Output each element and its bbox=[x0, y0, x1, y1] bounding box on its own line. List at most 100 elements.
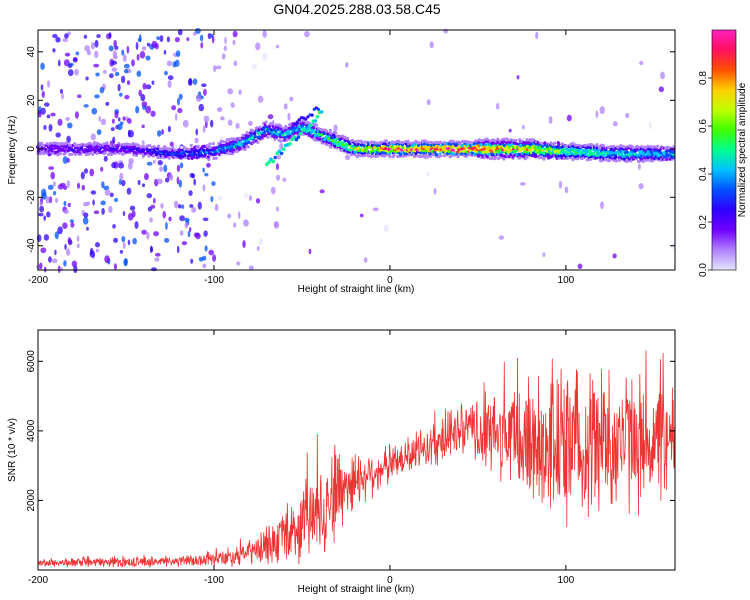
spectrogram-ytick-label-2: 0 bbox=[26, 146, 37, 152]
heatmap-cell-477 bbox=[38, 152, 42, 156]
heatmap-cell-243 bbox=[274, 221, 278, 228]
heatmap-cell-448 bbox=[63, 209, 69, 215]
heatmap-cell-219 bbox=[206, 162, 211, 168]
snr-ticks: -200 -100 0 100 2000 4000 6000 bbox=[26, 330, 675, 586]
heatmap-cell-439 bbox=[189, 172, 195, 178]
heatmap-cell-491 bbox=[41, 143, 46, 148]
heatmap-cell-2401 bbox=[649, 148, 653, 152]
heatmap-cell-280 bbox=[121, 235, 126, 243]
heatmap-cell-287 bbox=[212, 65, 217, 73]
heatmap-cell-273 bbox=[113, 39, 117, 48]
heatmap-cell-958 bbox=[231, 152, 235, 156]
heatmap-cell-641 bbox=[105, 141, 109, 145]
heatmap-cell-2234 bbox=[597, 145, 602, 150]
heatmap-cell-2323 bbox=[625, 150, 629, 154]
heatmap-cell-67 bbox=[127, 162, 133, 170]
heatmap-cell-2508 bbox=[293, 122, 297, 126]
heatmap-cell-2186 bbox=[585, 158, 590, 162]
heatmap-cell-451 bbox=[101, 181, 105, 189]
heatmap-cell-758 bbox=[156, 152, 160, 156]
heatmap-cell-359 bbox=[236, 261, 241, 266]
heatmap-cell-1501 bbox=[392, 146, 397, 150]
heatmap-cell-2288 bbox=[614, 151, 619, 155]
heatmap-cell-1483 bbox=[388, 154, 392, 159]
heatmap-cell-878 bbox=[202, 144, 206, 148]
colorbar-tick-label-4: 0.8 bbox=[698, 71, 709, 85]
heatmap-cell-747 bbox=[151, 154, 156, 158]
heatmap-cell-722 bbox=[141, 154, 146, 158]
heatmap-cell-1000 bbox=[243, 147, 247, 151]
heatmap-cell-2357 bbox=[635, 153, 639, 157]
heatmap-cell-2491 bbox=[288, 142, 292, 146]
heatmap-cell-399 bbox=[160, 203, 164, 209]
heatmap-cell-2403 bbox=[650, 159, 655, 163]
heatmap-cell-2235 bbox=[599, 159, 604, 163]
heatmap-cell-258 bbox=[57, 226, 63, 235]
heatmap-cell-2084 bbox=[553, 149, 557, 154]
heatmap-cell-2493 bbox=[292, 135, 297, 139]
heatmap-cell-26 bbox=[203, 230, 208, 237]
heatmap-cell-1385 bbox=[358, 154, 363, 158]
heatmap-cell-72 bbox=[217, 195, 223, 201]
heatmap-cell-2346 bbox=[631, 146, 635, 150]
heatmap-cell-834 bbox=[186, 147, 190, 151]
heatmap-cell-253 bbox=[75, 51, 80, 56]
heatmap-cell-1890 bbox=[502, 146, 506, 150]
colorbar: 0.0 0.2 0.4 0.6 0.8 Normalized spectral ampl… bbox=[698, 29, 748, 277]
heatmap-cell-467 bbox=[151, 80, 155, 85]
heatmap-cell-351 bbox=[83, 212, 89, 218]
heatmap-cell-208 bbox=[121, 49, 125, 56]
heatmap-cell-928 bbox=[219, 143, 223, 147]
heatmap-cell-134 bbox=[319, 189, 325, 194]
heatmap-cell-1673 bbox=[445, 152, 450, 156]
heatmap-cell-157 bbox=[103, 185, 110, 191]
heatmap-cell-1524 bbox=[398, 141, 403, 145]
heatmap-cell-552 bbox=[70, 152, 74, 157]
heatmap-cell-288 bbox=[177, 29, 183, 36]
heatmap-cell-107 bbox=[46, 114, 51, 119]
heatmap-cell-312 bbox=[176, 164, 181, 173]
heatmap-cell-1898 bbox=[505, 144, 509, 148]
heatmap-cell-406 bbox=[203, 115, 210, 123]
heatmap-cell-1720 bbox=[458, 142, 462, 146]
heatmap-cell-332 bbox=[119, 250, 124, 254]
heatmap-cell-415 bbox=[141, 183, 146, 188]
heatmap-cell-260 bbox=[137, 37, 142, 43]
heatmap-cell-2393 bbox=[646, 149, 650, 154]
heatmap-cell-2495 bbox=[296, 135, 301, 140]
heatmap-cell-1413 bbox=[367, 154, 371, 158]
heatmap-cell-1286 bbox=[328, 128, 332, 133]
heatmap-cell-400 bbox=[108, 32, 112, 39]
heatmap-cell-1051 bbox=[257, 135, 261, 139]
heatmap-cell-235 bbox=[223, 45, 227, 52]
heatmap-cell-348 bbox=[68, 62, 74, 67]
heatmap-cell-36 bbox=[238, 89, 242, 96]
heatmap-cell-2199 bbox=[587, 143, 591, 147]
heatmap-cell-2205 bbox=[588, 146, 593, 150]
heatmap-cell-1988 bbox=[528, 156, 532, 160]
heatmap-cell-944 bbox=[226, 151, 230, 155]
heatmap-cell-82 bbox=[75, 111, 79, 119]
heatmap-cell-2484 bbox=[273, 155, 278, 160]
heatmap-cell-866 bbox=[199, 151, 203, 155]
heatmap-cell-1654 bbox=[439, 148, 443, 152]
heatmap-cell-757 bbox=[156, 155, 160, 160]
heatmap-cell-1059 bbox=[259, 131, 264, 135]
heatmap-cell-1408 bbox=[364, 149, 369, 153]
heatmap-cell-109 bbox=[123, 63, 130, 69]
heatmap-cell-447 bbox=[58, 266, 63, 272]
heatmap-cell-452 bbox=[111, 118, 115, 124]
heatmap-cell-1807 bbox=[483, 150, 487, 154]
heatmap-cell-394 bbox=[102, 69, 107, 74]
heatmap-cell-7 bbox=[156, 130, 162, 137]
heatmap-cell-2109 bbox=[562, 156, 566, 161]
heatmap-cell-581 bbox=[80, 142, 84, 146]
heatmap-cell-1472 bbox=[384, 146, 388, 151]
heatmap-cell-1828 bbox=[487, 142, 491, 146]
heatmap-cell-2369 bbox=[639, 157, 643, 161]
heatmap-cell-1774 bbox=[475, 144, 479, 148]
heatmap-cell-2048 bbox=[542, 151, 546, 155]
heatmap-cell-153 bbox=[100, 200, 106, 206]
heatmap-cell-232 bbox=[118, 162, 124, 169]
heatmap-cell-2200 bbox=[588, 157, 592, 162]
